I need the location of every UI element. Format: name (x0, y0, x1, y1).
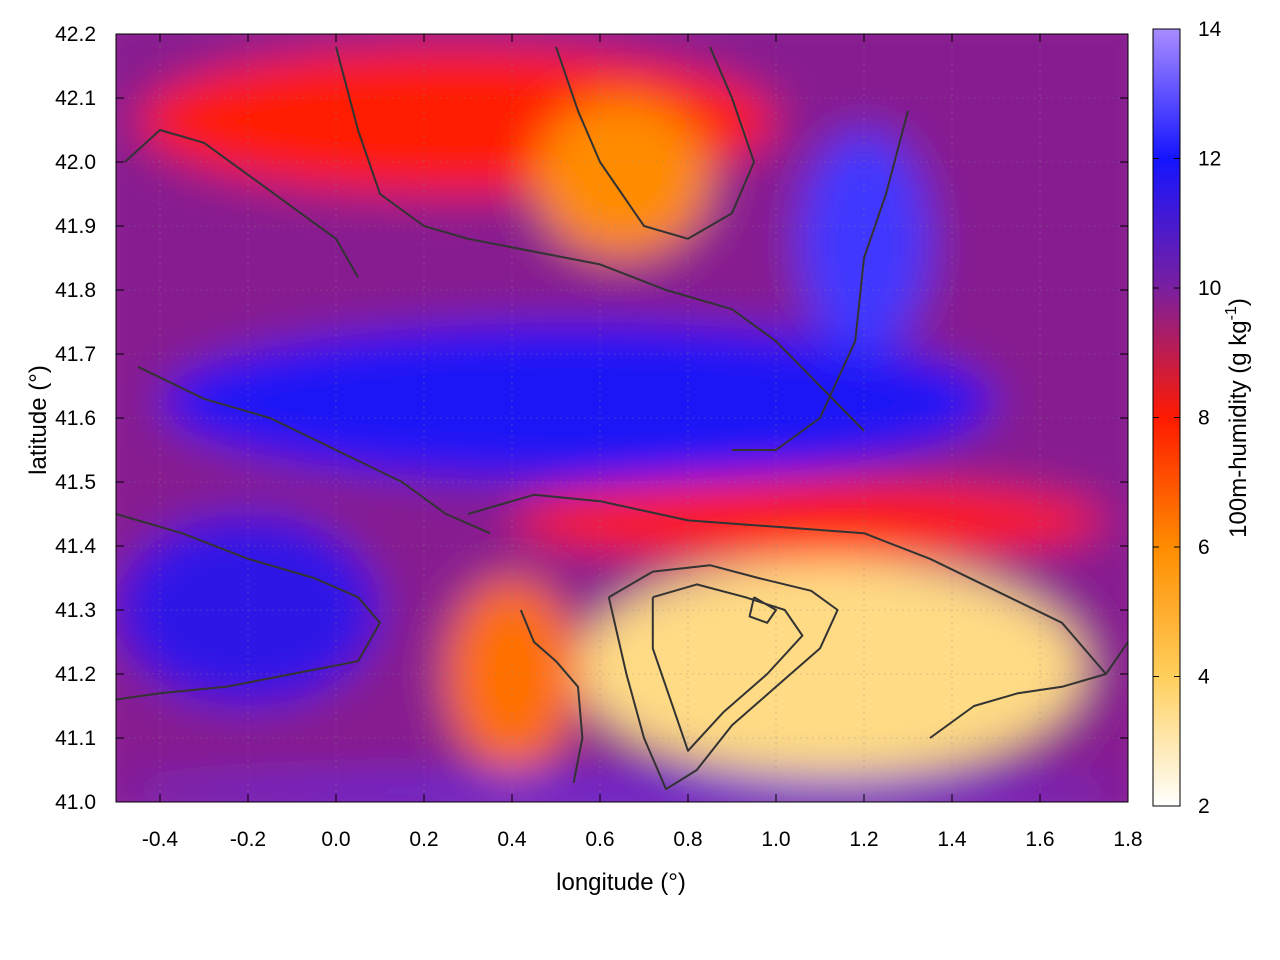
field-region-southeast-moist-band (512, 482, 1106, 559)
x-tick-label: -0.4 (142, 828, 179, 851)
field-region-coastal-humid-strip (116, 782, 1128, 802)
colorbar: 2 4 6 8 10 12 14 100m-humidity (g kg-1) (1152, 18, 1252, 818)
field-blur-layer (116, 34, 1128, 802)
colorbar-tick-label: 6 (1198, 536, 1210, 559)
x-axis-label: longitude (°) (556, 869, 686, 896)
colorbar-tick-label: 2 (1198, 795, 1210, 818)
colorbar-label-superscript: -1 (1223, 306, 1240, 320)
contour-line-2 (651, 583, 804, 752)
y-tick-label: 41.9 (55, 215, 96, 238)
y-tick-label: 41.7 (55, 343, 96, 366)
contour-line-3 (748, 596, 777, 624)
y-tick-label: 41.1 (55, 727, 96, 750)
y-tick-label: 41.5 (55, 471, 96, 494)
y-axis-ticks: 41.0 41.1 41.2 41.3 41.4 41.5 41.6 41.7 41.8 41.9… (55, 23, 1128, 814)
colorbar-label-close: ) (1225, 298, 1252, 306)
y-tick-label: 42.1 (55, 87, 96, 110)
y-tick-label: 41.6 (55, 407, 96, 430)
contour-line-7 (732, 110, 909, 451)
x-tick-label: 0.0 (321, 828, 350, 851)
contour-line-4 (467, 493, 1107, 675)
y-tick-label: 42.0 (55, 151, 96, 174)
x-tick-label: 1.8 (1113, 828, 1142, 851)
x-tick-label: 0.8 (673, 828, 702, 851)
contour-line-9 (116, 513, 381, 701)
humidity-field (116, 34, 1128, 802)
colorbar-tick-label: 4 (1198, 666, 1210, 689)
colorbar-tick-label: 14 (1198, 18, 1222, 41)
contour-lines (116, 46, 1128, 791)
x-tick-label: 1.0 (761, 828, 790, 851)
x-axis-ticks: -0.4 -0.2 0.0 0.2 0.4 0.6 0.8 1.0 1.2 1.4 1.6 1.8 (142, 34, 1143, 851)
colorbar-label-main: 100m-humidity (g kg (1225, 320, 1252, 537)
contour-line-11 (929, 641, 1128, 739)
colorbar-tick-label: 8 (1198, 407, 1210, 430)
contour-line-6 (335, 46, 865, 432)
x-tick-label: 1.4 (937, 828, 967, 851)
contour-line-10 (519, 609, 584, 783)
y-tick-label: 41.3 (55, 599, 96, 622)
x-tick-label: 0.4 (497, 828, 527, 851)
y-tick-label: 41.4 (55, 535, 96, 558)
y-tick-label: 41.8 (55, 279, 96, 302)
field-region-south-dry-core (578, 558, 1084, 777)
x-tick-label: 1.6 (1025, 828, 1054, 851)
colorbar-ticks: 2 4 6 8 10 12 14 (1153, 18, 1222, 818)
colorbar-label: 100m-humidity (g kg-1) (1223, 298, 1252, 538)
y-tick-label: 42.2 (55, 23, 96, 46)
field-region-northeast-dry (534, 98, 710, 258)
x-tick-label: 0.2 (409, 828, 438, 851)
contour-line-1 (607, 564, 839, 791)
y-tick-label: 41.0 (55, 791, 96, 814)
y-axis-label: latitude (°) (25, 365, 52, 475)
colorbar-tick-label: 10 (1198, 277, 1221, 300)
colorbar-tick-label: 12 (1198, 148, 1221, 171)
x-tick-label: -0.2 (230, 828, 266, 851)
contour-line-5 (137, 365, 491, 535)
x-tick-label: 0.6 (585, 828, 614, 851)
contour-line-8 (555, 46, 755, 240)
y-tick-label: 41.2 (55, 663, 96, 686)
contour-line-12 (124, 129, 359, 278)
plot-area: -0.4 -0.2 0.0 0.2 0.4 0.6 0.8 1.0 1.2 1.4 1.6 1.8 4… (55, 23, 1143, 851)
grid-lines (116, 34, 1128, 802)
x-tick-label: 1.2 (849, 828, 878, 851)
field-region-northeast-humid-tongue (798, 130, 930, 354)
